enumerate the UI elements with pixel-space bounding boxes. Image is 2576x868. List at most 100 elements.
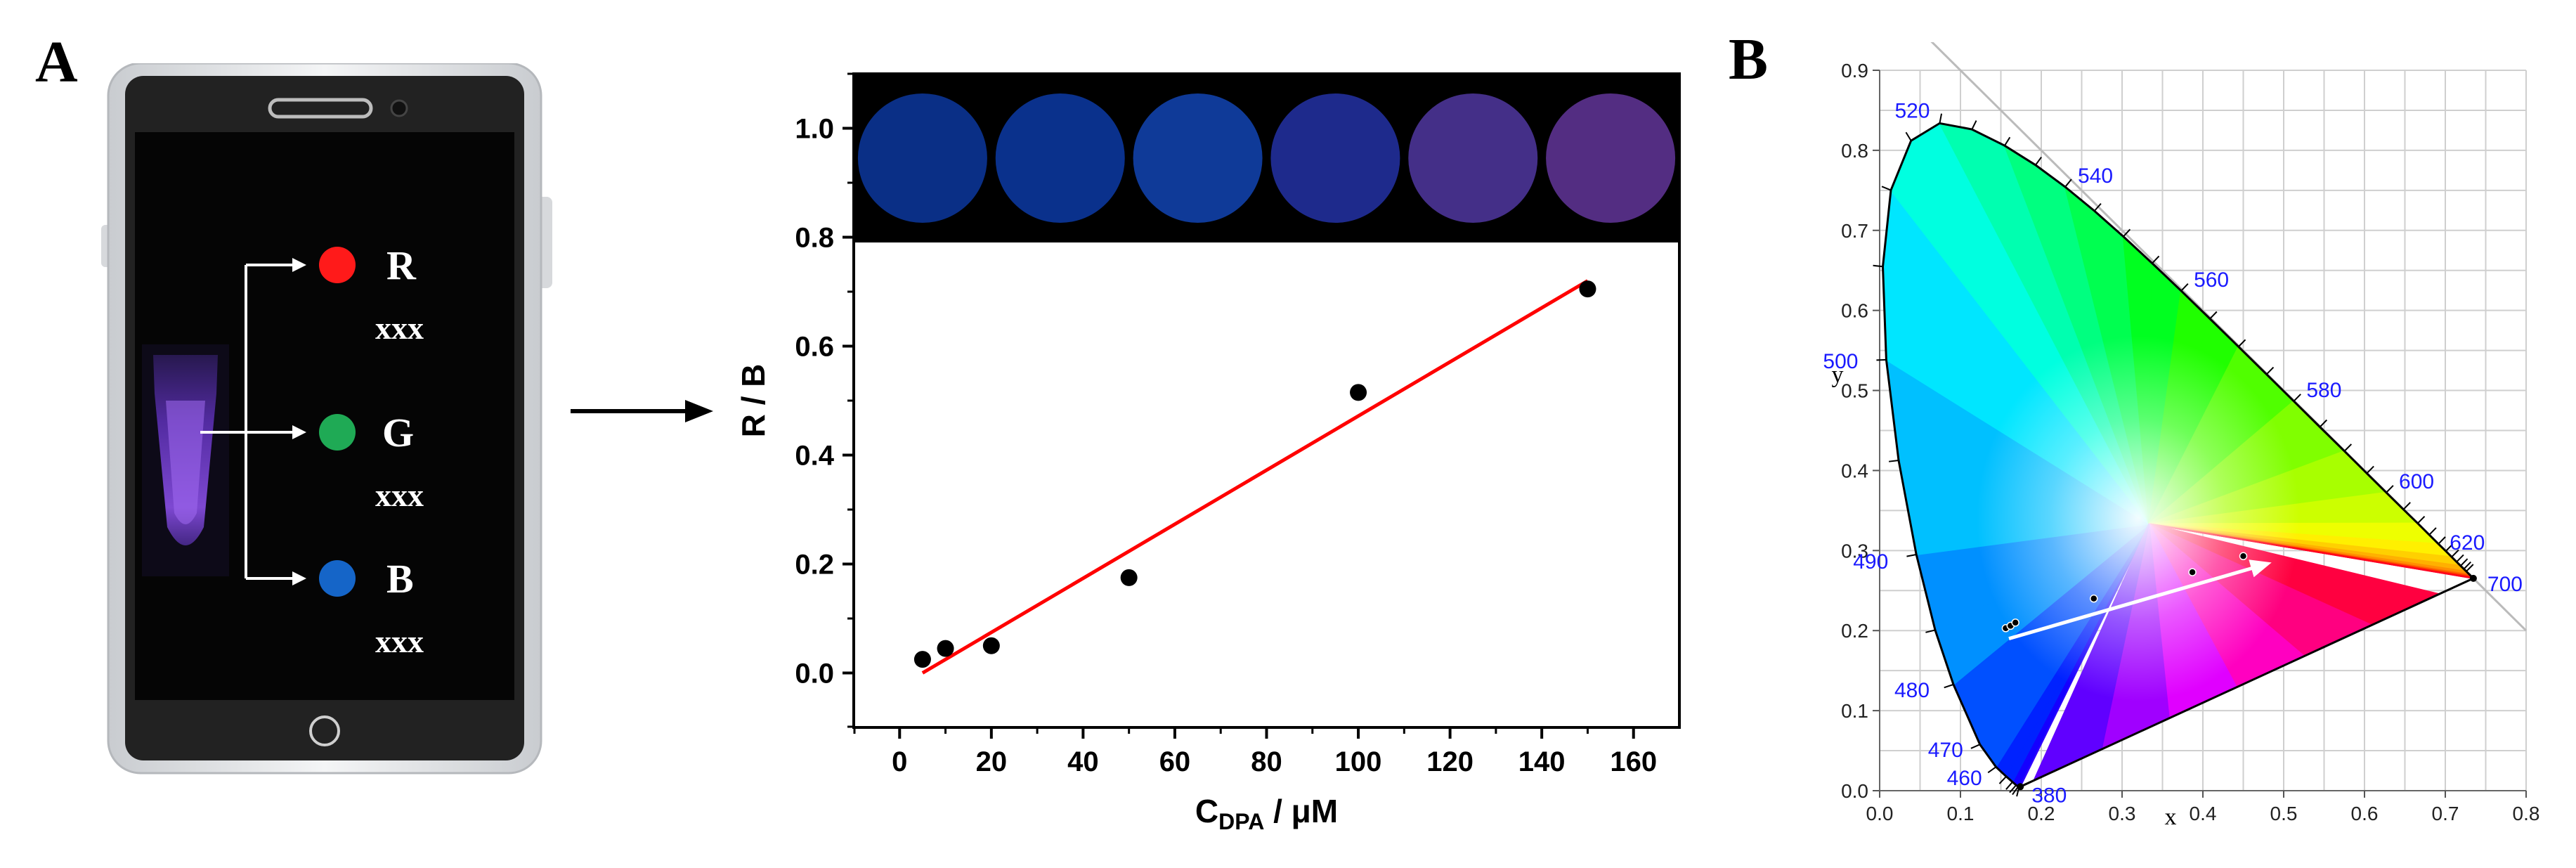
chromaticity-point-3 <box>2011 618 2019 627</box>
y-tick-label: 0.0 <box>1841 780 1868 802</box>
y-tick-label: 1.0 <box>795 114 834 145</box>
wavelength-label-620: 620 <box>2450 531 2485 555</box>
y-tick-label: 0.0 <box>795 659 834 689</box>
x-tick-label: 0.0 <box>1866 803 1894 824</box>
wavelength-label-600: 600 <box>2399 470 2434 493</box>
wavelength-tick <box>1881 186 1892 191</box>
blue-dot-icon <box>319 560 356 597</box>
violet-end-marker <box>2017 783 2024 791</box>
wavelength-tick <box>1905 131 1912 141</box>
wavelength-tick <box>2402 502 2411 510</box>
trend-arrow-head-icon <box>2249 559 2272 578</box>
channel-split-arrows <box>200 264 295 580</box>
wavelength-tick <box>2035 156 2042 166</box>
x-tick-label: 0.5 <box>2270 803 2298 824</box>
wavelength-label-490: 490 <box>1853 550 1888 574</box>
y-tick-label: 0.7 <box>1841 220 1868 242</box>
wavelength-tick <box>2238 339 2246 347</box>
well-5 <box>1408 93 1538 223</box>
data-point-5 <box>1350 384 1367 401</box>
wavelength-tick <box>2009 784 2017 793</box>
wavelength-tick <box>2343 443 2353 452</box>
x-tick-label: 0.1 <box>1947 803 1975 824</box>
wavelength-tick <box>2093 202 2102 212</box>
linear-fit-line <box>921 279 1589 675</box>
data-point-6 <box>1579 280 1596 298</box>
channel-b: B xxx <box>319 556 424 659</box>
wavelength-label-460: 460 <box>1947 767 1982 790</box>
y-tick-label: 0.8 <box>1841 140 1868 162</box>
wavelength-tick <box>2456 554 2464 563</box>
wavelength-tick <box>1925 629 1936 633</box>
wavelength-tick <box>2209 311 2218 320</box>
wavelength-tick <box>1971 120 1977 130</box>
x-tick-label: 0 <box>892 746 907 777</box>
well-images-strip <box>854 74 1679 242</box>
sample-tube-image <box>142 344 229 576</box>
wavelength-tick <box>2064 179 2072 188</box>
data-point-3 <box>982 637 1000 654</box>
wavelength-tick <box>2445 543 2454 552</box>
x-tick-label: 120 <box>1426 746 1474 777</box>
x-tick-label: 60 <box>1159 746 1191 777</box>
x-tick-label: 80 <box>1251 746 1282 777</box>
red-end-marker <box>2469 574 2477 582</box>
x-tick-label: 100 <box>1335 746 1382 777</box>
x-tick-label: 0.7 <box>2432 803 2459 824</box>
y-tick-label: 0.3 <box>1841 540 1868 562</box>
channel-g-letter: G <box>382 410 414 455</box>
channel-g: G xxx <box>319 410 424 513</box>
wavelength-label-560: 560 <box>2194 268 2229 292</box>
wavelength-label-380: 380 <box>2031 784 2067 807</box>
channel-b-letter: B <box>386 556 414 602</box>
wavelength-label-480: 480 <box>1894 679 1930 702</box>
panel-b-label: B <box>1729 27 1769 92</box>
x-tick-label: 0.8 <box>2513 803 2540 824</box>
wavelength-tick <box>1876 358 1887 361</box>
wells-background <box>854 74 1679 242</box>
y-tick-label: 0.1 <box>1841 700 1868 722</box>
wavelength-tick <box>2460 558 2468 566</box>
smartphone-illustration: R xxx G xxx B xxx <box>101 63 552 775</box>
y-axis-label: y <box>1832 362 1844 388</box>
y-tick-label: 0.2 <box>795 550 834 581</box>
wavelength-label-540: 540 <box>2078 164 2113 188</box>
wavelength-tick <box>2386 485 2394 493</box>
wavelength-tick <box>2265 366 2275 375</box>
well-6 <box>1546 93 1676 223</box>
x-tick-label: 0.3 <box>2109 803 2136 824</box>
y-tick-label: 0.2 <box>1841 620 1868 642</box>
wavelength-label-500: 500 <box>1823 350 1858 373</box>
x-tick-label: 0.2 <box>2028 803 2055 824</box>
x-axis-label: x <box>2165 804 2177 830</box>
wavelength-tick <box>2152 255 2160 264</box>
y-tick-label: 0.4 <box>795 441 834 472</box>
red-dot-icon <box>319 247 356 283</box>
x-tick-label: 20 <box>976 746 1008 777</box>
y-tick-label: 0.6 <box>795 332 834 363</box>
channel-g-value: xxx <box>375 477 424 513</box>
chromaticity-point-6 <box>2239 552 2248 561</box>
wavelength-tick <box>1906 554 1917 557</box>
y-tick-label: 0.9 <box>1841 60 1868 82</box>
phone-earpiece <box>268 98 373 119</box>
x-tick-label: 40 <box>1067 746 1099 777</box>
phone-camera <box>390 99 408 117</box>
wavelength-tick <box>1889 459 1899 462</box>
wavelength-tick <box>2416 515 2426 524</box>
well-1 <box>857 93 987 223</box>
wavelength-tick <box>2319 419 2328 428</box>
wavelength-label-470: 470 <box>1928 739 1963 762</box>
channel-r: R xxx <box>319 242 424 346</box>
chromaticity-point-5 <box>2188 568 2197 576</box>
wavelength-tick <box>2366 465 2374 474</box>
wavelength-label-700: 700 <box>2487 573 2523 596</box>
wavelength-label-580: 580 <box>2306 379 2341 402</box>
phone-home-button <box>309 715 340 746</box>
wavelength-tick <box>2428 527 2437 536</box>
y-tick-label: 0.6 <box>1841 300 1868 322</box>
wavelength-tick <box>1998 776 2007 784</box>
wavelength-tick <box>1944 683 1954 689</box>
wavelength-tick <box>2293 394 2301 402</box>
channel-b-value: xxx <box>375 623 424 659</box>
